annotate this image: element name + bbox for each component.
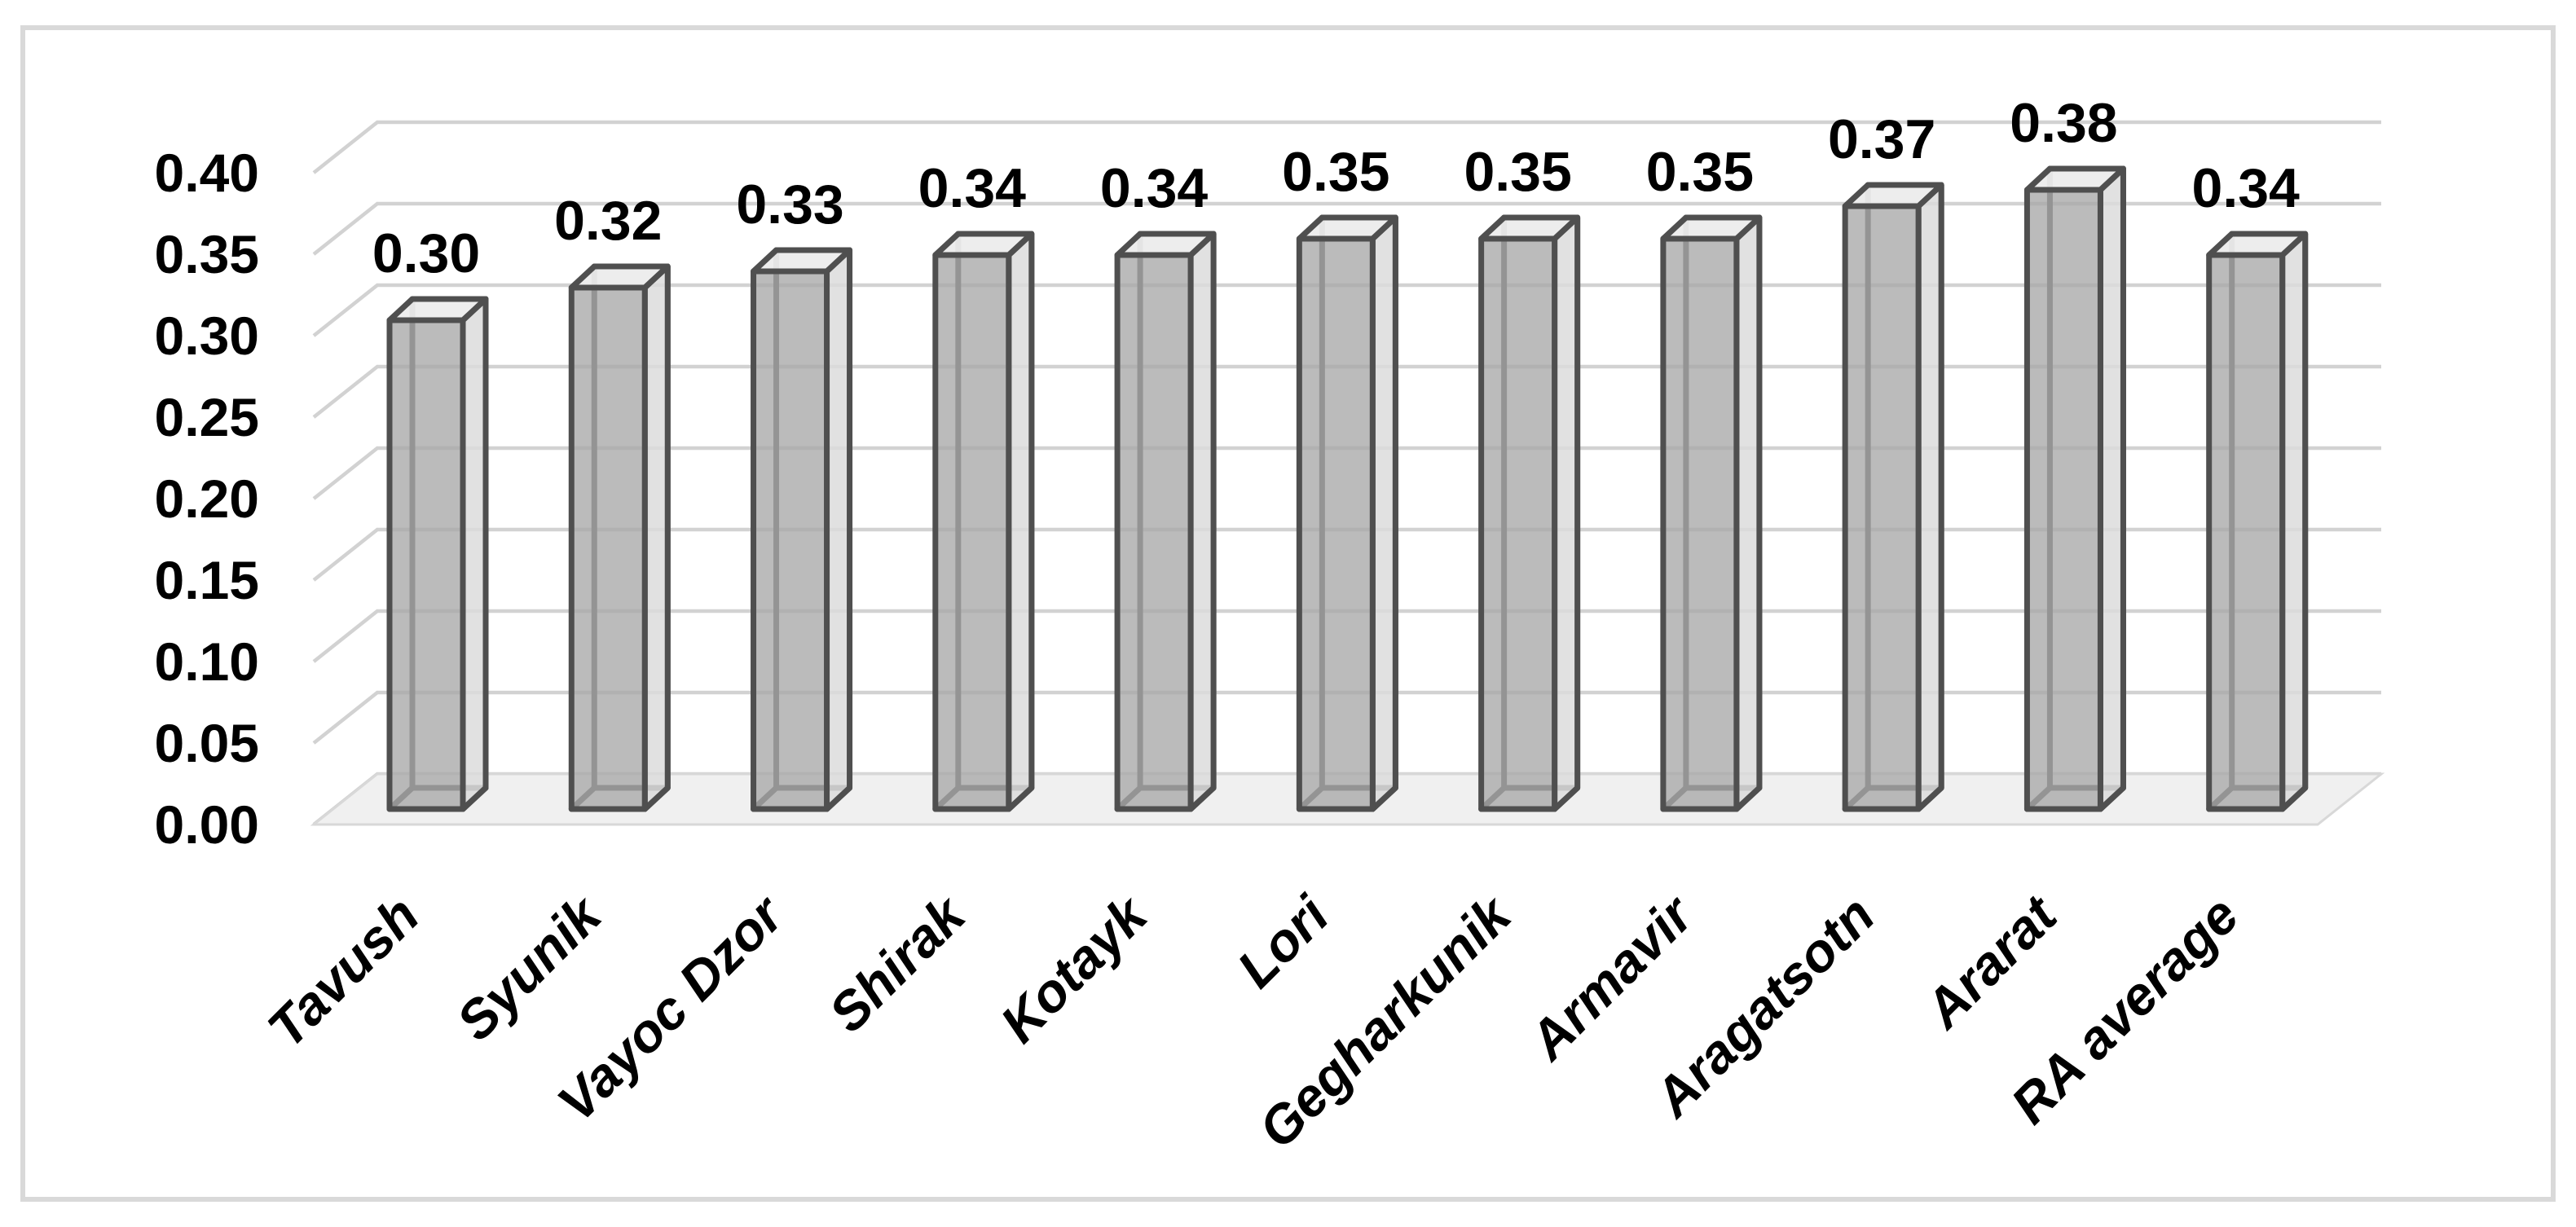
bar-front-face [386,317,466,812]
chart-frame-border [20,25,2556,1202]
bar-side-face [1369,214,1398,812]
y-axis-tick-label: 0.05 [155,713,259,773]
bar-shirak [932,231,1035,812]
bar-value-label: 0.35 [1464,141,1571,203]
bar-front-face [568,284,648,812]
bar-value-label: 0.30 [372,222,480,284]
bar-front-face [1114,252,1194,812]
bar-front-face [1296,235,1376,812]
gridline [312,201,2381,256]
bar-kotayk [1114,231,1217,812]
bar-front-face [1842,203,1922,812]
y-axis-tick-label: 0.15 [155,550,259,610]
x-axis-category-label: Armavir [1517,882,1706,1071]
bar-front-face [932,252,1012,812]
bar-front-face [1478,235,1558,812]
x-axis-category-label: Lori [1226,883,1341,999]
y-axis-tick-label: 0.00 [155,794,259,855]
y-axis-tick-label: 0.25 [155,387,259,447]
bar-side-face [1733,214,1763,812]
x-axis-category-label: Syunik [445,882,614,1052]
bar-ra-average [2206,231,2309,812]
y-axis-tick-label: 0.10 [155,631,259,692]
bar-side-face [1915,182,1944,812]
x-axis-category-label: Shirak [817,882,978,1043]
bar-ararat [2023,165,2126,812]
bar-side-face [1187,231,1217,812]
y-axis-tick-label: 0.30 [155,306,259,366]
x-axis-category-label: Ararat [1912,882,2069,1040]
y-axis-tick-label: 0.35 [155,224,259,284]
bar-front-face [1660,235,1740,812]
bar-value-label: 0.35 [1282,141,1389,203]
gridline [312,120,2381,174]
x-axis-category-label: Tavush [256,885,430,1059]
bar-tavush [386,296,489,812]
bar-value-label: 0.34 [1100,157,1209,219]
bar-value-label: 0.34 [918,157,1027,219]
bar-front-face [2023,187,2103,812]
bar-side-face [1552,214,1581,812]
bar-value-label: 0.37 [1828,108,1935,170]
bar-front-face [751,268,830,812]
bar-syunik [568,263,671,812]
y-axis-tick-label: 0.20 [155,468,259,529]
y-axis-tick-label: 0.40 [155,143,259,203]
bar-value-label: 0.32 [554,190,662,252]
bar-armavir [1660,214,1763,812]
bar-side-face [2097,165,2126,812]
bars [386,165,2309,812]
bar-side-face [460,296,489,812]
bar-value-label: 0.38 [2010,92,2117,154]
bar-aragatsotn [1842,182,1944,812]
bar-side-face [2279,231,2309,812]
bar-value-label: 0.33 [736,174,843,235]
bar-value-label: 0.34 [2192,157,2301,219]
bar-gegharkunik [1478,214,1581,812]
bar-front-face [2206,252,2286,812]
bar-lori [1296,214,1398,812]
bar-side-face [824,247,853,812]
bar-side-face [641,263,671,812]
bar-vayoc-dzor [751,247,853,812]
x-axis-category-label: Kotayk [989,882,1160,1053]
bar-side-face [1006,231,1035,812]
bar-value-label: 0.35 [1646,141,1754,203]
